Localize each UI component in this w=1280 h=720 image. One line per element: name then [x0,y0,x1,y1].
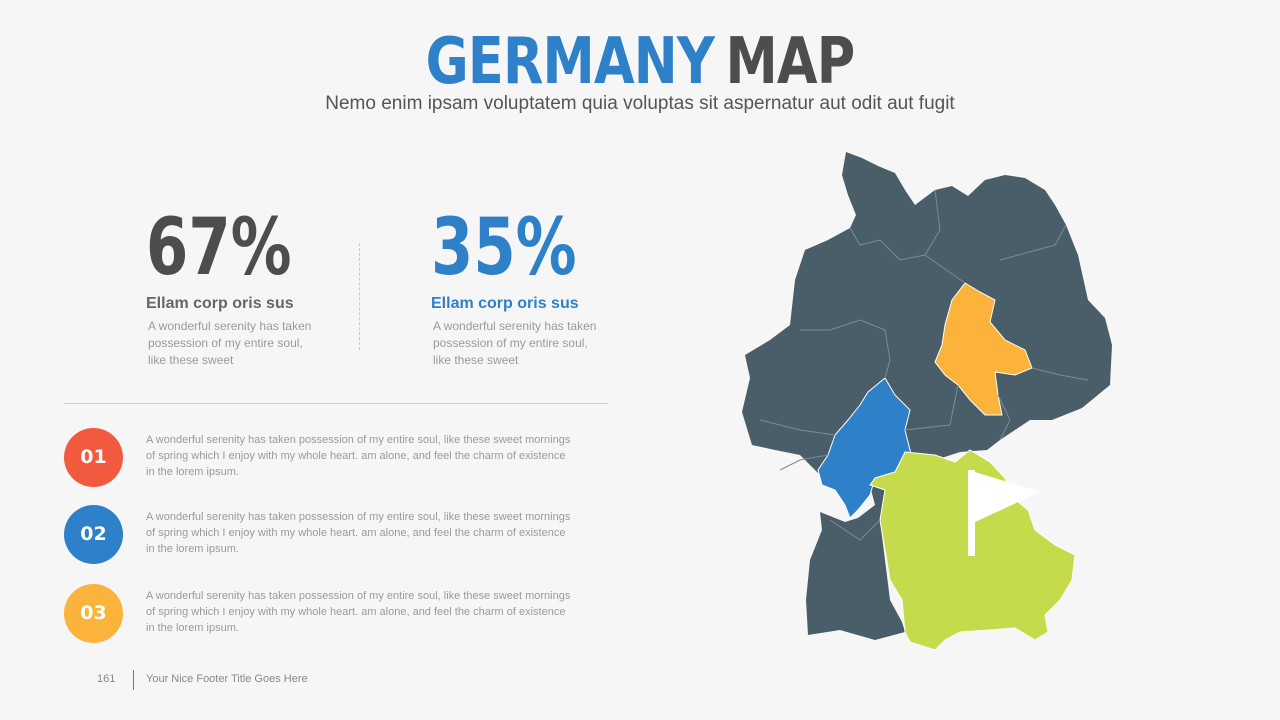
germany-map [742,152,1112,651]
stat-description: A wonderful serenity has taken possessio… [148,319,312,367]
number-badge: 02 [64,505,123,564]
page-title: GERMANY MAP [115,22,1165,102]
footer-title: Your Nice Footer Title Goes Here [146,673,308,685]
stat-value: 67% [146,203,292,293]
flag-icon [975,472,1040,522]
number-badge: 01 [64,428,123,487]
section-divider [64,403,608,404]
title-word-map: MAP [725,25,855,99]
list-item-text: A wonderful serenity has taken possessio… [146,434,571,478]
stat-block-1: 67% Ellam corp oris sus A wonderful sere… [146,205,346,369]
number-badge: 03 [64,584,123,643]
map-borders [759,189,1089,541]
page-number: 161 [97,673,116,685]
title-word-germany: GERMANY [425,25,715,99]
map-region-saxony-anhalt [934,282,1033,416]
footer-divider [133,670,134,690]
map-region-hesse [817,377,913,519]
list-item-text: A wonderful serenity has taken possessio… [146,511,571,555]
list-item: 03 A wonderful serenity has taken posses… [64,584,584,644]
flag-pole [968,470,975,556]
stat-heading: Ellam corp oris sus [146,295,294,312]
stat-value: 35% [431,203,577,293]
list-item: 01 A wonderful serenity has taken posses… [64,428,584,488]
stat-heading: Ellam corp oris sus [431,295,579,312]
list-item: 02 A wonderful serenity has taken posses… [64,505,584,565]
page-subtitle: Nemo enim ipsam voluptatem quia voluptas… [325,93,955,114]
stat-description: A wonderful serenity has taken possessio… [433,319,597,367]
list-item-text: A wonderful serenity has taken possessio… [146,590,571,634]
stat-block-2: 35% Ellam corp oris sus A wonderful sere… [431,205,631,369]
stat-divider [359,243,360,350]
map-region-base [742,152,1112,640]
